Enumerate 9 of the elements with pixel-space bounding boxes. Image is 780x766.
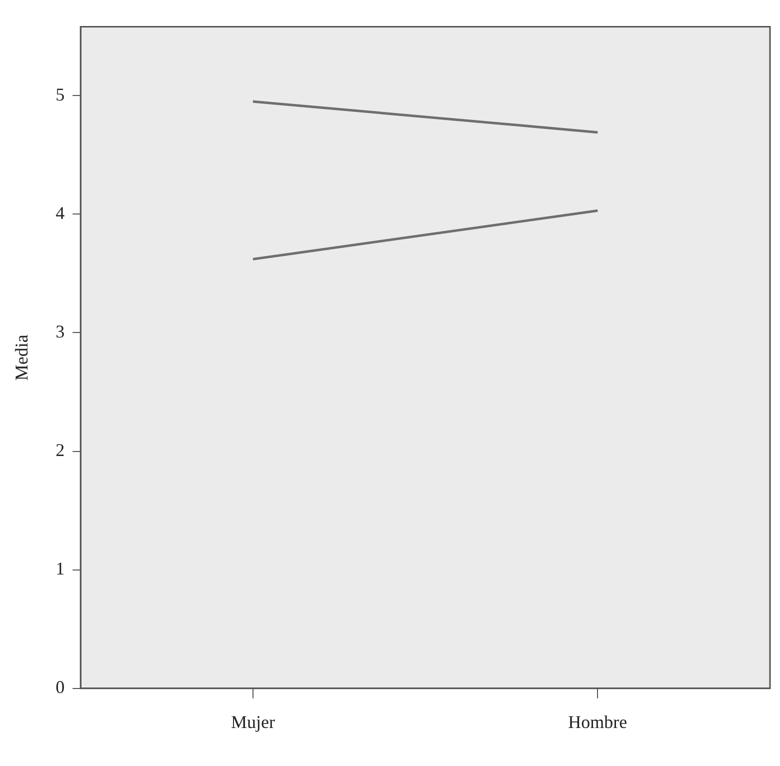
y-tick-label: 2 bbox=[56, 440, 65, 460]
y-axis-title: Media bbox=[12, 334, 32, 381]
y-tick-label: 5 bbox=[56, 84, 65, 104]
y-tick-label: 1 bbox=[56, 558, 65, 579]
x-tick-label: Mujer bbox=[230, 712, 275, 732]
y-tick-label: 4 bbox=[56, 202, 65, 223]
x-tick-label: Hombre bbox=[568, 712, 628, 732]
y-tick-label: 3 bbox=[56, 321, 65, 342]
y-tick-label: 0 bbox=[56, 677, 65, 698]
